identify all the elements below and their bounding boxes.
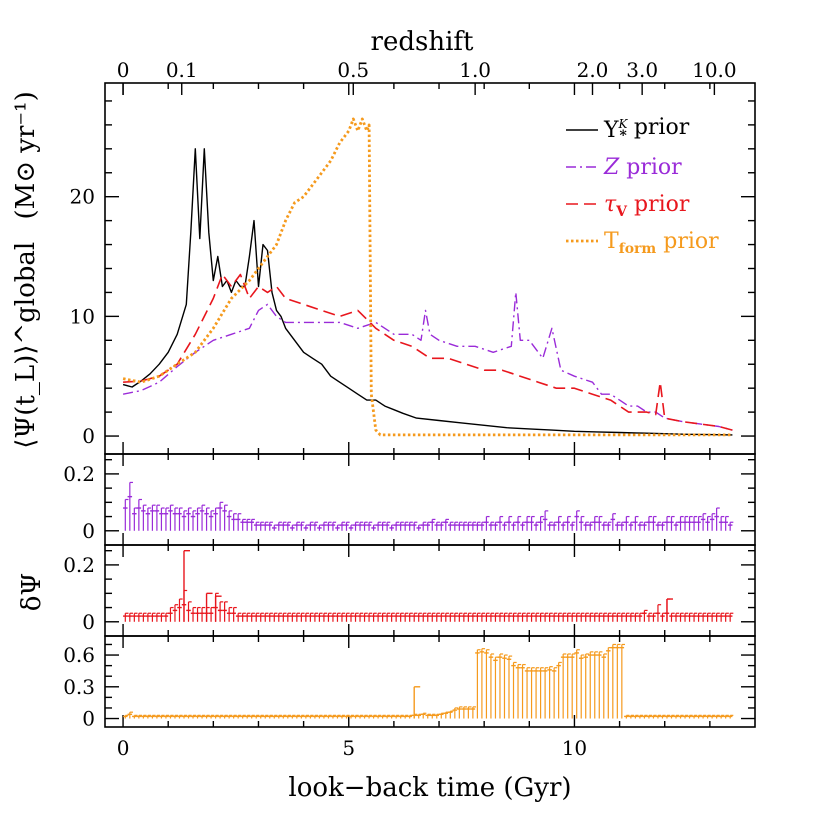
svg-text:⟨Ψ(t_L)⟩^global (M⊙ yr⁻¹: ⟨Ψ(t_L)⟩^global (M⊙ yr⁻¹) bbox=[11, 91, 41, 448]
legend-symbol: Υ bbox=[603, 118, 619, 143]
y-tick-label: 10 bbox=[70, 304, 95, 328]
delta-y-tick-label: 0.2 bbox=[63, 553, 95, 577]
x-tick-label: 0 bbox=[117, 736, 130, 760]
legend-label-3: Tform prior bbox=[604, 229, 719, 257]
legend-subscript: V bbox=[615, 204, 628, 220]
main-y-axis-label: ⟨Ψ(t_L)⟩^global (M⊙ yr⁻¹) bbox=[11, 91, 41, 448]
delta-y-label-text: δΨ bbox=[17, 573, 47, 611]
delta-y-tick-label: 0.6 bbox=[63, 643, 95, 667]
delta-y-tick-label: 0.2 bbox=[63, 462, 95, 486]
tform-delta-panel-frame bbox=[104, 635, 756, 728]
redshift-tick-label: 0.5 bbox=[337, 58, 369, 82]
legend-suffix: prior bbox=[656, 229, 719, 254]
delta-panel-bars-0 bbox=[123, 481, 734, 531]
main-y-label-units: (M⊙ yr⁻¹) bbox=[11, 91, 41, 219]
axis-ticks: 0 5 10 0 0.1 0.5 1.0 2.0 3.0 10.0 0 10 20 0 0.2 0 0.2 0 0.… bbox=[63, 58, 755, 760]
series-line-2 bbox=[123, 273, 733, 431]
x-tick-label: 10 bbox=[562, 736, 587, 760]
legend-suffix: prior bbox=[627, 192, 690, 217]
y-tick-label: 20 bbox=[70, 185, 95, 209]
legend-subscript: * bbox=[620, 128, 628, 144]
delta-y-tick-label: 0 bbox=[82, 707, 95, 731]
z-delta-panel-frame bbox=[104, 453, 756, 546]
legend-label-1: Z prior bbox=[603, 155, 682, 180]
series-line-1 bbox=[122, 291, 733, 431]
delta-y-tick-label: 0 bbox=[82, 610, 95, 634]
redshift-tick-label: 0.1 bbox=[166, 58, 198, 82]
legend-label-0: ΥK * prior bbox=[603, 115, 690, 144]
legend-suffix: prior bbox=[627, 115, 690, 140]
legend-suffix: prior bbox=[619, 155, 682, 180]
legend-superscript: K bbox=[618, 117, 629, 131]
legend-symbol: τ bbox=[604, 192, 617, 217]
legend-symbol: T bbox=[604, 229, 619, 254]
series-line-0 bbox=[122, 148, 733, 436]
legend-symbol: Z bbox=[603, 155, 620, 180]
redshift-tick-label: 3.0 bbox=[626, 58, 658, 82]
tau-delta-panel-frame bbox=[104, 544, 756, 637]
delta-y-tick-label: 0 bbox=[82, 519, 95, 543]
delta-panel-bars-1 bbox=[123, 549, 734, 622]
y-tick-label: 0 bbox=[82, 424, 95, 448]
delta-y-tick-label: 0.3 bbox=[63, 675, 95, 699]
legend-label-2: τV prior bbox=[604, 192, 690, 220]
series-line-3 bbox=[122, 117, 733, 437]
delta-bars-layer bbox=[123, 481, 734, 719]
redshift-tick-label: 1.0 bbox=[459, 58, 491, 82]
redshift-tick-label: 10.0 bbox=[692, 58, 737, 82]
top-axis-label: redshift bbox=[371, 27, 474, 57]
redshift-tick-label: 0 bbox=[117, 58, 130, 82]
delta-y-axis-label: δΨ bbox=[17, 573, 47, 611]
main-y-label-quantity: ⟨Ψ(t_L)⟩^global bbox=[11, 242, 41, 449]
series-layer bbox=[122, 117, 733, 437]
delta-panel-bars-2 bbox=[123, 643, 734, 719]
legend-subscript: form bbox=[619, 241, 657, 257]
redshift-tick-label: 2.0 bbox=[577, 58, 609, 82]
x-axis-label: look−back time (Gyr) bbox=[288, 773, 571, 803]
x-tick-label: 5 bbox=[342, 736, 355, 760]
